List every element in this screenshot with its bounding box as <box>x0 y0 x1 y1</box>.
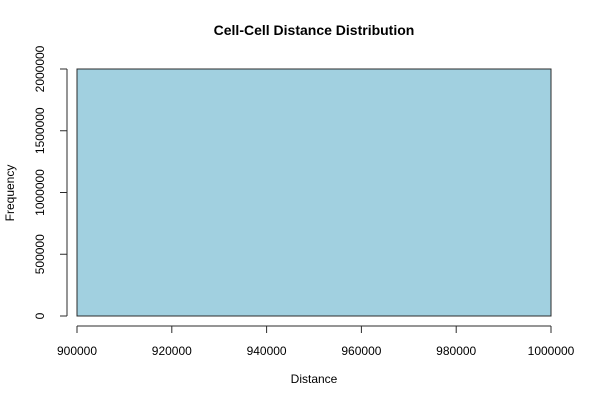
y-tick-label: 2000000 <box>33 45 47 92</box>
histogram-bar <box>76 68 552 317</box>
y-axis-label: Frequency <box>3 165 17 222</box>
y-axis: 0 500000 1000000 1500000 2000000 <box>33 45 68 319</box>
y-tick-label: 0 <box>33 312 47 319</box>
x-tick-label: 920000 <box>152 344 192 358</box>
x-axis: 900000 920000 940000 960000 980000 1000000 <box>57 325 575 358</box>
bars-layer <box>76 68 552 317</box>
x-axis-label: Distance <box>291 372 338 386</box>
y-tick-label: 1500000 <box>33 107 47 154</box>
x-tick-label: 1000000 <box>528 344 575 358</box>
y-tick-label: 1000000 <box>33 169 47 216</box>
x-tick-label: 940000 <box>247 344 287 358</box>
y-tick-label: 500000 <box>33 234 47 274</box>
chart-title: Cell-Cell Distance Distribution <box>214 22 415 38</box>
x-tick-label: 960000 <box>341 344 381 358</box>
x-tick-label: 900000 <box>57 344 97 358</box>
x-tick-label: 980000 <box>436 344 476 358</box>
